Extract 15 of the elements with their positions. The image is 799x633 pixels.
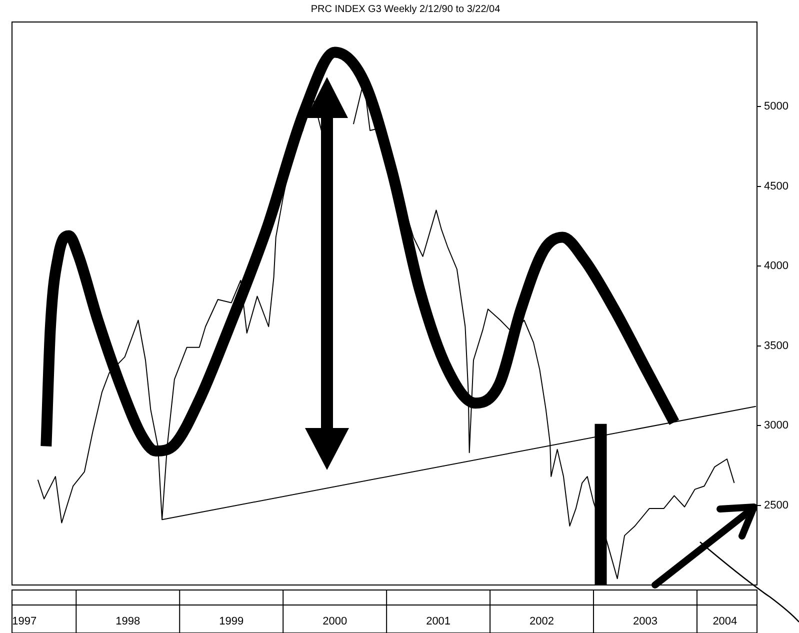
y-tick-label: 2500 xyxy=(764,499,788,512)
chart-title: PRC INDEX G3 Weekly 2/12/90 to 3/22/04 xyxy=(310,4,501,15)
y-tick-label: 4500 xyxy=(764,180,788,192)
x-tick-label: 2004 xyxy=(712,616,738,628)
y-tick-label: 3500 xyxy=(764,340,788,352)
x-tick-label: 2002 xyxy=(530,616,554,628)
x-tick-label: 1997 xyxy=(12,616,37,628)
x-tick-label: 2001 xyxy=(426,616,451,628)
y-tick-label: 4000 xyxy=(764,260,788,272)
x-tick-label: 1998 xyxy=(116,616,140,628)
y-tick-label: 5000 xyxy=(764,100,788,113)
x-tick-label: 1999 xyxy=(219,616,244,628)
x-tick-label: 2003 xyxy=(633,616,658,628)
x-tick-label: 2000 xyxy=(322,616,348,628)
y-tick-label: 3000 xyxy=(764,420,788,432)
